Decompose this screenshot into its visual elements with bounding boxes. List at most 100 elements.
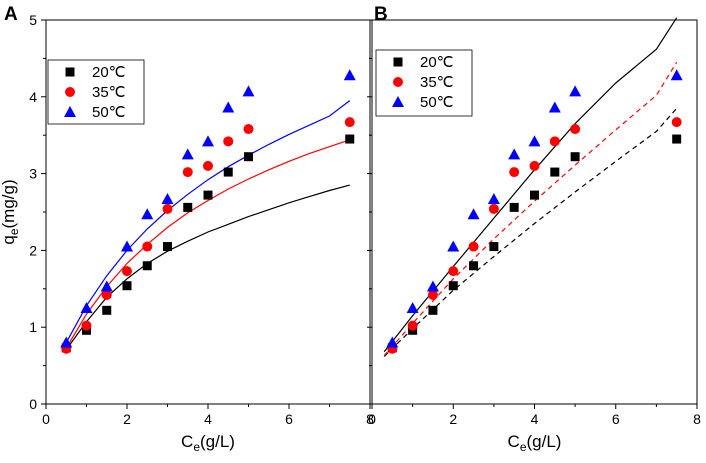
data-point-square	[122, 281, 132, 291]
data-point-circle	[122, 266, 132, 277]
y-axis-title-unit: (mg/g)	[0, 179, 18, 228]
x-tick-label: 8	[366, 411, 374, 427]
y-tick-label: 0	[29, 396, 37, 412]
data-point-triangle	[121, 240, 133, 252]
data-point-circle	[488, 203, 499, 214]
fit-line-circle	[65, 139, 350, 349]
data-point-square	[163, 242, 172, 252]
data-point-circle	[182, 167, 193, 178]
data-point-triangle	[60, 336, 73, 348]
y-tick-label: 2	[29, 242, 37, 258]
data-point-triangle	[161, 192, 174, 204]
data-point-triangle	[80, 302, 93, 313]
data-point-square	[570, 152, 580, 162]
y-tick-label: 3	[29, 166, 37, 182]
y-tick-label: 5	[29, 12, 37, 28]
data-point-triangle	[141, 208, 154, 220]
data-point-triangle	[202, 135, 214, 147]
data-point-square	[672, 134, 682, 144]
x-tick-label: 0	[42, 411, 50, 427]
x-tick-label: 6	[612, 411, 620, 427]
fit-line-circle	[383, 61, 678, 356]
data-point-triangle	[487, 192, 500, 204]
data-point-circle	[448, 266, 459, 277]
x-axis-title-unit: (g/L)	[527, 432, 562, 451]
data-point-circle	[529, 160, 540, 171]
x-axis-title-unit: (g/L)	[200, 432, 235, 451]
data-point-circle	[203, 160, 213, 171]
x-axis-title-main: C	[181, 432, 193, 451]
legend-marker-circle	[65, 87, 75, 97]
data-point-square	[223, 167, 233, 177]
data-point-triangle	[222, 101, 235, 113]
data-point-triangle	[569, 85, 582, 97]
data-point-triangle	[406, 302, 419, 313]
fit-line-square	[65, 184, 350, 350]
data-point-triangle	[343, 69, 356, 81]
x-tick-label: 2	[449, 411, 457, 427]
data-point-square	[489, 242, 499, 252]
x-tick-label: 4	[204, 411, 212, 427]
data-point-circle	[570, 124, 581, 135]
x-tick-label: 2	[123, 411, 131, 427]
data-point-square	[509, 202, 519, 212]
data-point-circle	[243, 124, 254, 135]
x-axis-title: Ce(g/L)	[181, 432, 235, 454]
data-point-triangle	[670, 69, 683, 81]
panel-label: A	[4, 4, 18, 25]
x-axis-title-main: C	[508, 432, 520, 451]
data-point-triangle	[447, 240, 460, 252]
x-tick-label: 8	[693, 411, 701, 427]
x-axis-title-sub: e	[193, 440, 200, 454]
data-point-triangle	[548, 101, 561, 113]
legend-label: 20℃	[420, 54, 454, 71]
data-point-triangle	[242, 85, 255, 97]
legend-marker-triangle	[64, 106, 76, 117]
data-point-circle	[162, 203, 173, 214]
data-point-square	[244, 152, 253, 162]
legend-box	[47, 59, 145, 125]
data-point-circle	[101, 289, 112, 300]
data-point-square	[448, 281, 458, 291]
data-point-square	[183, 202, 193, 212]
data-point-square	[203, 190, 213, 200]
x-tick-label: 4	[531, 411, 539, 427]
fit-line-square	[383, 107, 678, 357]
legend-label: 50℃	[420, 94, 454, 111]
x-axis-title-sub: e	[520, 440, 527, 454]
data-point-circle	[407, 320, 418, 331]
legend-marker-square	[65, 67, 75, 77]
legend-label: 35℃	[92, 84, 126, 101]
data-point-square	[102, 305, 112, 315]
y-axis-title-sub: e	[7, 228, 21, 235]
panel-label: B	[374, 4, 388, 25]
data-point-square	[469, 261, 479, 271]
data-point-square	[428, 305, 438, 315]
data-point-circle	[344, 117, 355, 128]
data-point-circle	[509, 167, 520, 178]
panel-b: 0 2 4 6 8 B Ce(g/L) 20℃ 35℃ 50℃	[367, 4, 701, 454]
data-point-circle	[468, 241, 479, 252]
x-tick-label: 0	[368, 411, 376, 427]
data-point-triangle	[426, 280, 439, 292]
fit-line-triangle	[65, 100, 351, 343]
legend-label: 35℃	[420, 74, 454, 91]
data-point-triangle	[467, 208, 480, 220]
x-tick-label: 6	[285, 411, 293, 427]
data-point-square	[530, 190, 539, 200]
data-point-circle	[223, 136, 234, 147]
y-tick-label: 4	[29, 89, 37, 105]
data-point-circle	[142, 241, 153, 252]
y-tick-label: 1	[29, 319, 37, 335]
data-point-triangle	[100, 280, 113, 292]
data-point-square	[142, 261, 152, 271]
legend-marker-square	[393, 57, 403, 67]
data-point-circle	[81, 320, 92, 331]
data-point-triangle	[181, 148, 194, 160]
data-point-circle	[427, 289, 438, 300]
legend-marker-triangle	[392, 96, 404, 107]
x-axis-title: Ce(g/L)	[508, 432, 562, 454]
legend-label: 50℃	[92, 104, 126, 121]
